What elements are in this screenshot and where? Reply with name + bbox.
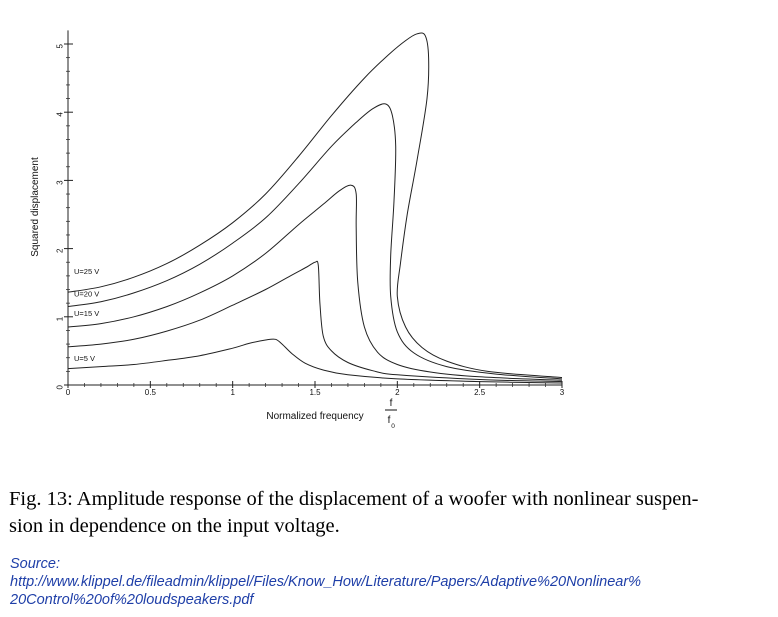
source-url-line-2[interactable]: 20Control%20of%20loudspeakers.pdf <box>10 592 254 608</box>
x-tick-label: 1.5 <box>309 388 321 397</box>
source-url-line-1[interactable]: http://www.klippel.de/fileadmin/klippel/… <box>10 574 642 590</box>
response-curve-1 <box>67 338 563 384</box>
x-tick-label: 3 <box>560 388 565 397</box>
x-axis-label: Normalized frequency <box>266 411 363 422</box>
y-tick-label: 3 <box>56 180 65 185</box>
x-label-fraction-subscript: 0 <box>391 423 395 430</box>
curve-label: U=20 V <box>74 289 99 298</box>
response-curve-5 <box>67 32 563 378</box>
displacement-chart: 0 1 2 3 4 5 0 0.5 1 1.5 2 2.5 3 Squared displacement… <box>30 30 565 430</box>
y-tick-label: 1 <box>56 316 65 321</box>
response-curve-4 <box>67 103 563 380</box>
y-axis-label: Squared displacement <box>30 157 41 257</box>
y-tick-label: 0 <box>56 384 65 389</box>
x-tick-label: 1 <box>230 388 235 397</box>
caption-line-1: Fig. 13: Amplitude response of the displ… <box>9 488 699 510</box>
y-tick-label: 5 <box>56 43 65 48</box>
x-tick-label: 0 <box>66 388 71 397</box>
curve-label: U=15 V <box>74 309 99 318</box>
curve-label: U=25 V <box>74 267 99 276</box>
chart-labels: Squared displacement Normalized frequency… <box>30 157 397 430</box>
x-tick-label: 2.5 <box>474 388 486 397</box>
y-tick-label: 2 <box>56 248 65 253</box>
y-tick-label: 4 <box>56 112 65 117</box>
x-label-fraction-numerator: f <box>390 398 393 409</box>
figure-caption: Fig. 13: Amplitude response of the displ… <box>9 486 771 540</box>
x-label-fraction-denominator: f <box>388 415 391 426</box>
response-curve-2 <box>67 260 563 383</box>
chart-curves <box>67 32 563 384</box>
source-label: Source: <box>10 556 60 572</box>
x-tick-label: 2 <box>395 388 400 397</box>
response-curve-3 <box>67 184 563 381</box>
x-tick-label: 0.5 <box>145 388 157 397</box>
source-block: Source: http://www.klippel.de/fileadmin/… <box>10 555 770 609</box>
curve-label: U=5 V <box>74 354 95 363</box>
caption-line-2: sion in dependence on the input voltage. <box>9 515 340 537</box>
chart-axes: 0 1 2 3 4 5 0 0.5 1 1.5 2 2.5 3 <box>56 30 565 397</box>
